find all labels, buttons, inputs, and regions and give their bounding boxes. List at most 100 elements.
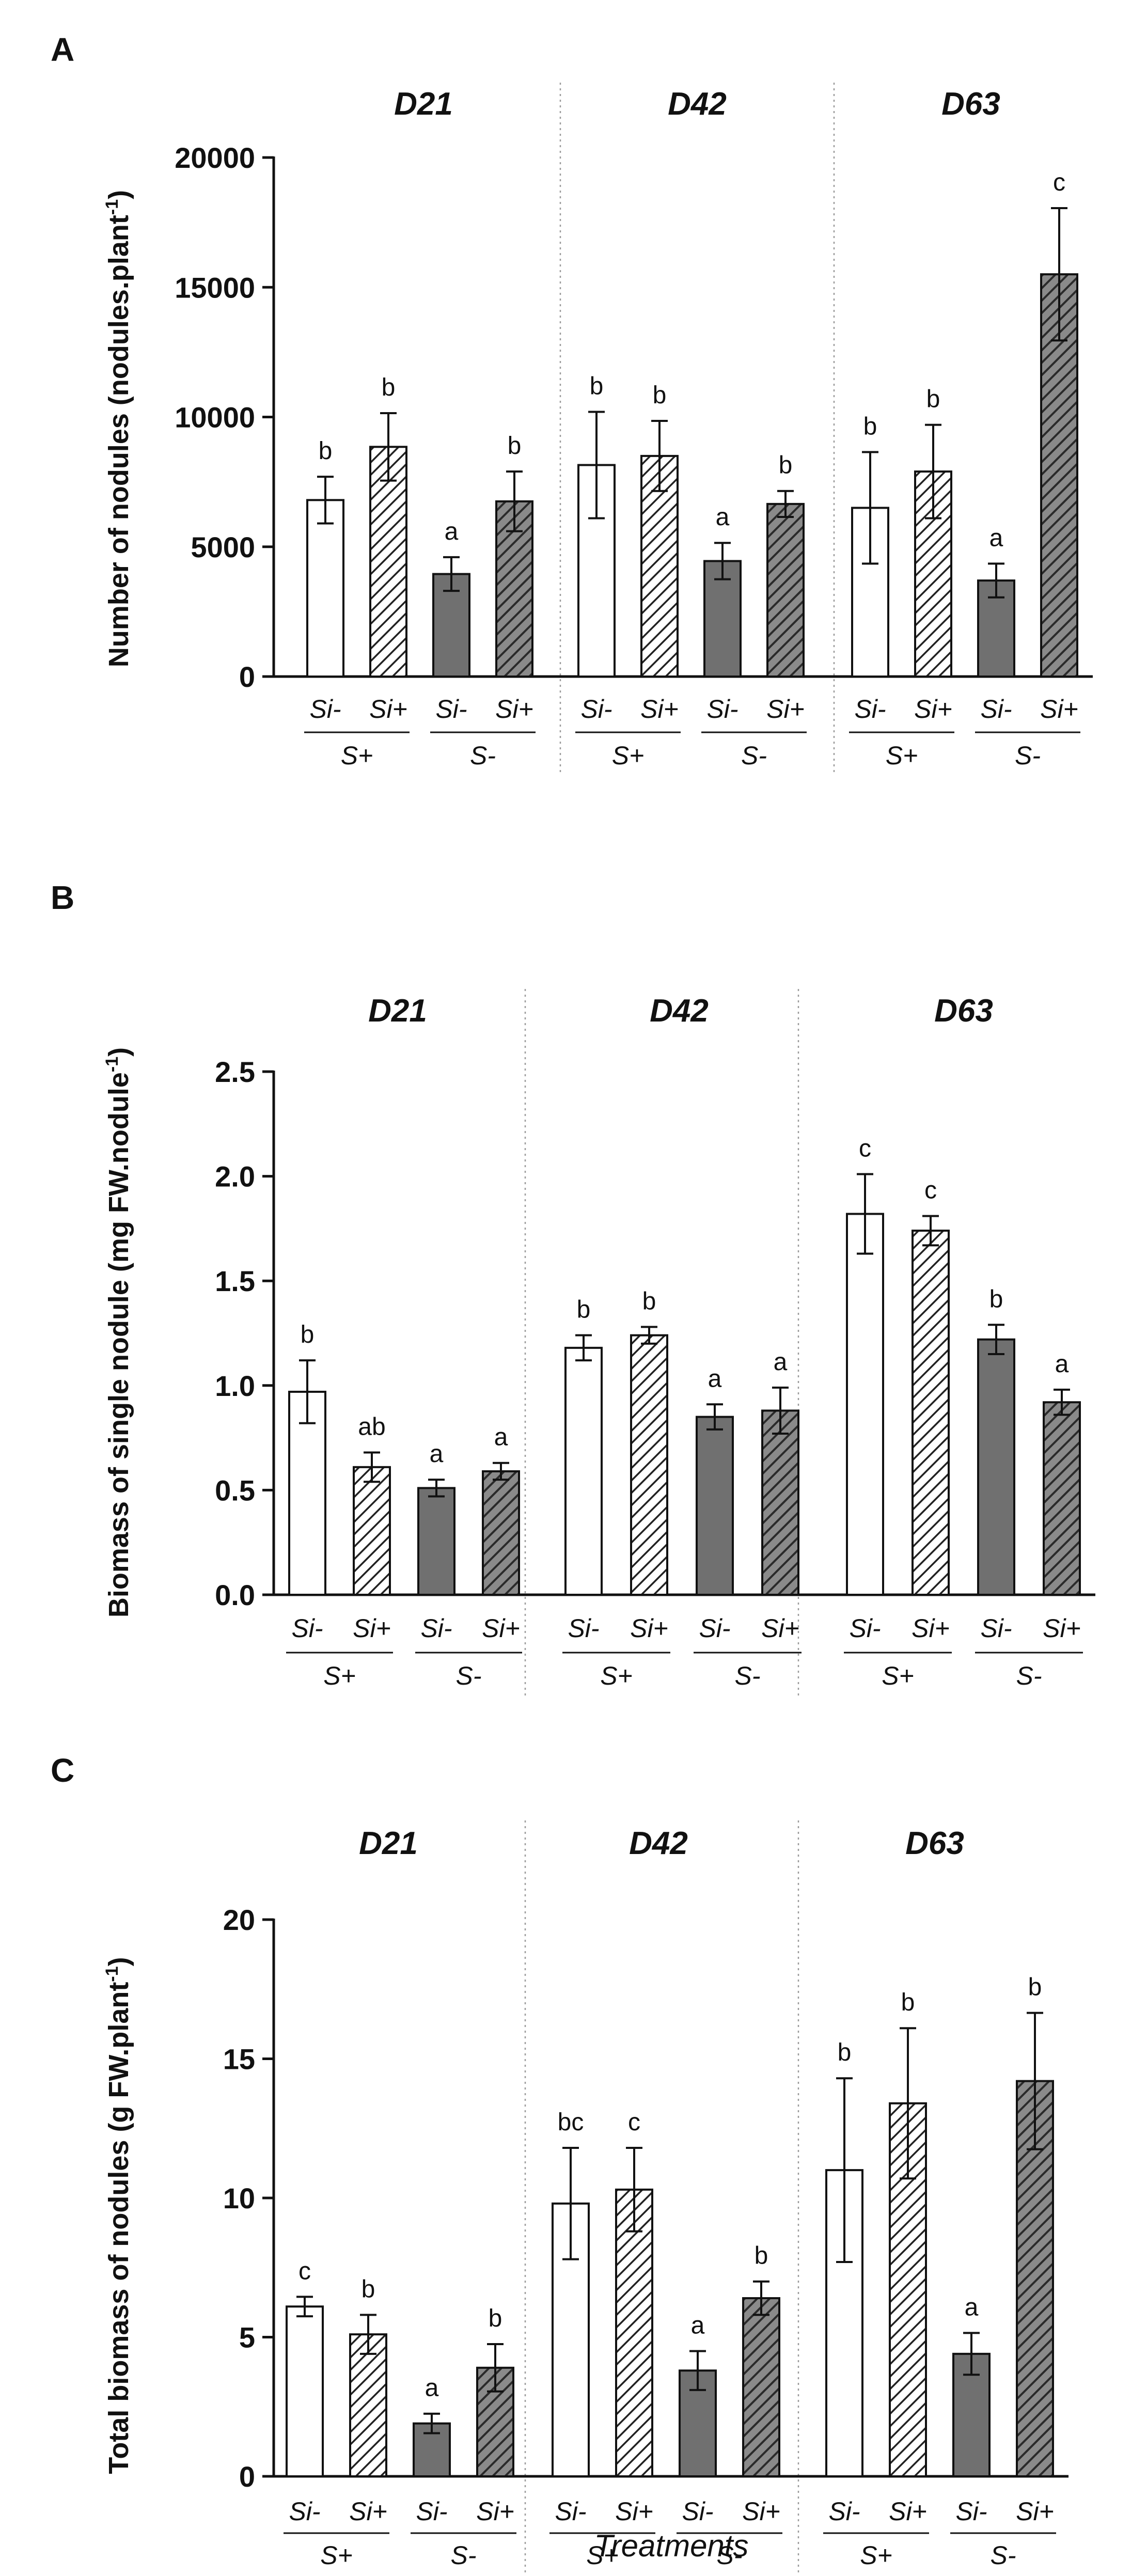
subgroup-label: S-	[451, 2541, 477, 2570]
significance-letter: b	[779, 452, 793, 479]
subgroup-label: S+	[323, 1661, 356, 1690]
significance-letter: c	[628, 2109, 640, 2136]
category-label: Si-	[580, 695, 612, 724]
category-label: Si-	[568, 1614, 599, 1643]
bar	[630, 1334, 668, 1596]
category-label: Si+	[761, 1614, 799, 1643]
bar	[482, 1470, 520, 1596]
subgroup-label: S-	[1016, 1661, 1042, 1690]
group-label: D21	[359, 1826, 418, 1861]
subgroup-label: S+	[860, 2541, 892, 2570]
significance-letter: a	[691, 2312, 705, 2339]
significance-letter: a	[445, 518, 459, 545]
category-label: Si+	[912, 1614, 950, 1643]
subgroup-label: S+	[320, 2541, 353, 2570]
category-label: Si-	[854, 695, 886, 724]
bar	[564, 1346, 603, 1596]
subgroup-label: S+	[341, 741, 373, 770]
category-label: Si+	[495, 695, 533, 724]
significance-letter: b	[362, 2275, 375, 2303]
y-tick-label: 0.0	[215, 1579, 255, 1611]
bar	[889, 2102, 927, 2477]
significance-letter: b	[1028, 1974, 1042, 2001]
category-label: Si-	[682, 2497, 713, 2526]
significance-letter: b	[301, 1321, 315, 1348]
subgroup-label: S-	[456, 1661, 482, 1690]
significance-letter: a	[716, 504, 730, 531]
category-label: Si-	[435, 695, 467, 724]
category-label: Si+	[640, 695, 679, 724]
category-label: Si-	[699, 1614, 730, 1643]
significance-letter: b	[382, 374, 396, 401]
category-label: Si-	[706, 695, 738, 724]
significance-letter: c	[859, 1135, 871, 1163]
bar	[761, 1409, 799, 1596]
bar	[766, 502, 805, 678]
bar	[495, 500, 533, 678]
chart-marks: 0 5000 10000 15000 20000 b Si-b Si+ a Si-b Si+ S+ S-…	[175, 83, 1095, 2576]
subgroup-label: S-	[735, 1661, 761, 1690]
bar	[742, 2297, 780, 2478]
group-label: D21	[368, 993, 427, 1029]
category-label: Si+	[1043, 1614, 1081, 1643]
y-tick-label: 2.5	[215, 1056, 255, 1088]
bar	[417, 1487, 455, 1596]
category-label: Si+	[349, 2497, 387, 2526]
y-tick-label: 0.5	[215, 1474, 255, 1506]
bar	[369, 446, 407, 678]
category-label: Si-	[980, 1614, 1012, 1643]
category-label: Si-	[416, 2497, 447, 2526]
group-label: D63	[934, 993, 993, 1029]
chart-panel-a: 0 5000 10000 15000 20000 b Si-b Si+ a Si-b Si+ S+ S-…	[175, 83, 1093, 775]
category-label: Si+	[615, 2497, 653, 2526]
category-label: Si-	[980, 695, 1012, 724]
panel-a: A D21 D42 D63 Number of nodules (nodules…	[51, 31, 1000, 667]
subgroup-label: S-	[1015, 741, 1041, 770]
group-label: D42	[650, 993, 709, 1029]
significance-letter: a	[494, 1424, 508, 1451]
bar	[1043, 1401, 1081, 1596]
significance-letter: c	[298, 2257, 311, 2285]
category-label: Si-	[955, 2497, 987, 2526]
significance-letter: b	[642, 1287, 656, 1315]
significance-letter: a	[965, 2294, 979, 2321]
category-label: Si+	[353, 1614, 391, 1643]
bar	[703, 560, 742, 678]
category-label: Si-	[828, 2497, 860, 2526]
bar	[615, 2188, 653, 2478]
category-label: Si-	[420, 1614, 452, 1643]
category-label: Si+	[766, 695, 805, 724]
y-tick-label: 0	[239, 661, 255, 693]
subgroup-label: S-	[991, 2541, 1016, 2570]
category-label: Si-	[291, 1614, 323, 1643]
panel-letter: A	[51, 31, 74, 68]
subgroup-label: S+	[600, 1661, 633, 1690]
significance-letter: b	[653, 382, 667, 409]
subgroup-label: S-	[741, 741, 767, 770]
bar	[353, 1466, 391, 1596]
panel-letter: B	[51, 879, 74, 916]
significance-letter: b	[838, 2039, 852, 2066]
significance-letter: b	[755, 2242, 768, 2270]
significance-letter: bc	[558, 2109, 584, 2136]
category-label: Si+	[889, 2497, 927, 2526]
significance-letter: b	[489, 2305, 502, 2332]
significance-letter: b	[989, 1285, 1003, 1313]
category-label: Si-	[849, 1614, 881, 1643]
category-label: Si-	[309, 695, 341, 724]
subgroup-label: S+	[586, 2541, 619, 2570]
category-label: Si-	[555, 2497, 586, 2526]
bar	[349, 2333, 387, 2477]
significance-letter: a	[774, 1348, 788, 1376]
panel-b: B D21 D42 D63 Biomass of single nodule (…	[51, 879, 993, 1617]
y-axis-title: Biomass of single nodule (mg FW.nodule-1…	[102, 1047, 134, 1617]
significance-letter: a	[708, 1365, 722, 1392]
category-label: Si+	[742, 2497, 780, 2526]
y-tick-label: 15000	[175, 271, 255, 304]
subgroup-label: S-	[717, 2541, 743, 2570]
group-label: D21	[394, 86, 453, 122]
x-axis-title: Treatments	[594, 2528, 749, 2563]
group-label: D42	[629, 1826, 688, 1861]
